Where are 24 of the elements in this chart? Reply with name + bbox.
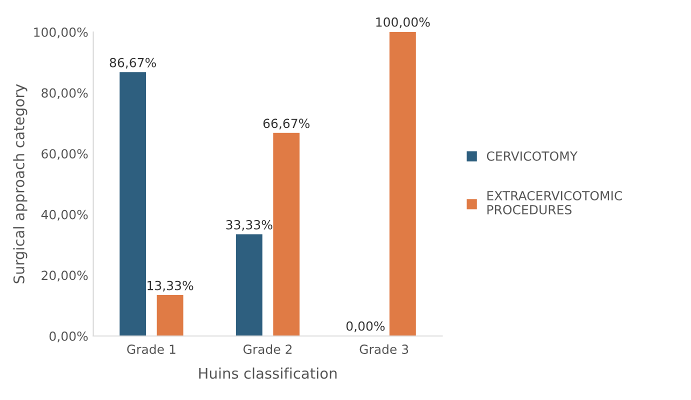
data-label: 86,67% xyxy=(110,58,156,69)
y-axis-title: Surgical approach category xyxy=(13,84,28,284)
bar xyxy=(156,295,184,336)
bar xyxy=(120,72,146,336)
legend-label: CERVICOTOMY xyxy=(486,151,578,161)
y-tick-label: 0,00% xyxy=(50,331,88,342)
bar xyxy=(389,32,416,336)
data-label: 13,33% xyxy=(148,280,194,292)
bar xyxy=(273,132,300,336)
y-tick-label: 100,00% xyxy=(34,27,88,38)
y-tick-label: 20,00% xyxy=(42,270,88,282)
data-label: 33,33% xyxy=(226,220,272,231)
x-axis-title: Huins classification xyxy=(199,368,337,379)
x-tick-label: Grade 3 xyxy=(360,344,408,354)
data-label: 66,67% xyxy=(263,118,310,130)
y-tick-label: 60,00% xyxy=(42,149,88,160)
bar xyxy=(236,234,262,336)
y-tick-label: 40,00% xyxy=(41,210,88,221)
y-tick-label: 80,00% xyxy=(42,88,88,99)
x-tick-label: Grade 1 xyxy=(127,344,176,354)
x-tick-label: Grade 2 xyxy=(243,344,292,354)
legend-label: EXTRACERVICOTOMIC PROCEDURES xyxy=(487,190,622,214)
data-label: 100,00% xyxy=(376,17,430,28)
data-label: 0,00% xyxy=(346,321,385,332)
